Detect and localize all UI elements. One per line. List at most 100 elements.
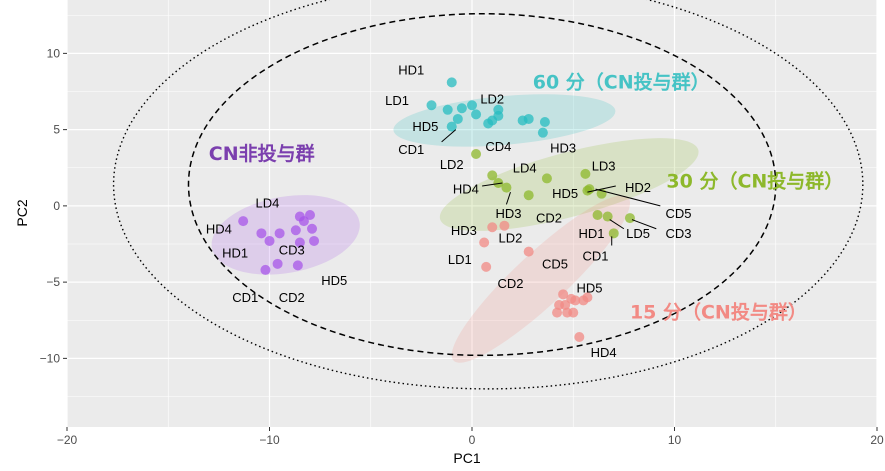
y-tick-label: 5 [53,123,60,137]
y-axis-title: PC2 [14,199,30,226]
data-point [493,178,504,188]
data-point [471,149,482,160]
point-label: HD5 [321,273,347,288]
data-point [426,100,437,111]
data-points [238,77,635,343]
x-axis-title: PC1 [453,450,480,466]
point-label: LD4 [513,160,537,175]
leader-line [631,219,657,230]
leader-line [595,188,661,207]
leader-line [609,219,625,230]
point-label: CD1 [583,249,609,264]
y-tick-label: 0 [53,199,60,213]
data-point [523,246,534,257]
data-point [537,127,548,138]
point-label: HD1 [578,226,604,241]
point-label: LD5 [626,226,650,241]
data-point [305,210,315,221]
point-labels: LD4 HD4 HD1 CD3 HD5 CD1 CD2 HD1 LD1 LD2 HD5 CD1 CD4 H… [206,63,692,360]
data-point [456,103,467,114]
point-label: HD5 [552,186,578,201]
point-label: HD1 [398,63,424,78]
x-tick-label: −20 [57,433,78,447]
point-label: CD2 [497,276,523,291]
point-label: HD5 [412,119,438,134]
data-point [238,216,249,227]
axes: −20 −10 0 10 20 −10 −5 0 5 10 [40,46,884,447]
data-point [574,332,585,343]
data-point [552,307,563,318]
data-point [260,264,271,275]
data-point [307,223,318,234]
group-labels: CN非投与群 60 分（CN投与群） 30 分（CN投与群） 15 分（CN投与群） [209,70,844,323]
x-tick-label: 20 [870,433,884,447]
group-region [211,195,360,275]
point-label: LD2 [440,157,464,172]
data-point [560,300,571,310]
point-label: HD4 [453,182,479,197]
point-label: HD5 [576,281,602,296]
y-tick-label: −5 [46,275,60,289]
point-label: HD2 [625,180,651,195]
data-point [442,104,453,115]
data-point [624,213,635,224]
data-point [264,235,275,246]
data-point [481,261,492,272]
data-point [274,228,285,239]
data-point [580,168,591,179]
data-point [487,222,498,233]
point-label: LD2 [499,230,523,245]
data-point [602,211,613,222]
data-point [256,228,267,239]
point-label: CD5 [542,256,568,271]
data-point [290,225,301,236]
point-label: LD4 [256,195,280,210]
data-point [539,117,550,127]
data-point [292,260,303,271]
dashed-ellipse [187,12,777,357]
data-point [501,182,512,193]
confidence-ellipses [112,0,864,390]
point-label: CD1 [398,142,424,157]
leader-line [505,191,511,205]
grid-lines [66,0,878,427]
point-label: CD1 [232,290,258,305]
data-point [294,211,305,222]
group-regions [211,94,699,363]
leader-line [482,182,503,187]
point-label: LD3 [592,159,616,174]
data-point [452,113,463,124]
data-point [582,185,593,196]
y-tick-label: −10 [40,351,61,365]
y-tick-label: 10 [47,46,61,60]
data-point [541,173,552,184]
point-label: CD2 [536,211,562,226]
data-point [467,100,477,111]
leader-line [441,129,457,143]
data-point [592,210,603,221]
x-tick-label: −10 [259,433,280,447]
group-region [439,138,699,231]
data-point [487,170,498,181]
point-label: HD1 [222,246,248,261]
dotted-ellipse [112,0,864,390]
data-point [582,292,593,303]
data-point [471,109,482,120]
x-tick-label: 0 [469,433,476,447]
point-label: HD3 [495,206,521,221]
data-point [272,258,283,269]
point-label: HD4 [206,221,232,236]
data-point [523,113,534,124]
data-point [446,121,457,132]
leader-lines [441,129,661,246]
data-point [608,228,619,239]
data-point [294,237,305,248]
point-label: CD5 [666,206,692,221]
data-point [568,307,579,318]
point-label: CD4 [485,139,511,154]
data-point [570,295,581,306]
point-label: HD4 [591,345,617,360]
group-label: CN非投与群 [209,142,315,165]
data-point [558,289,569,300]
